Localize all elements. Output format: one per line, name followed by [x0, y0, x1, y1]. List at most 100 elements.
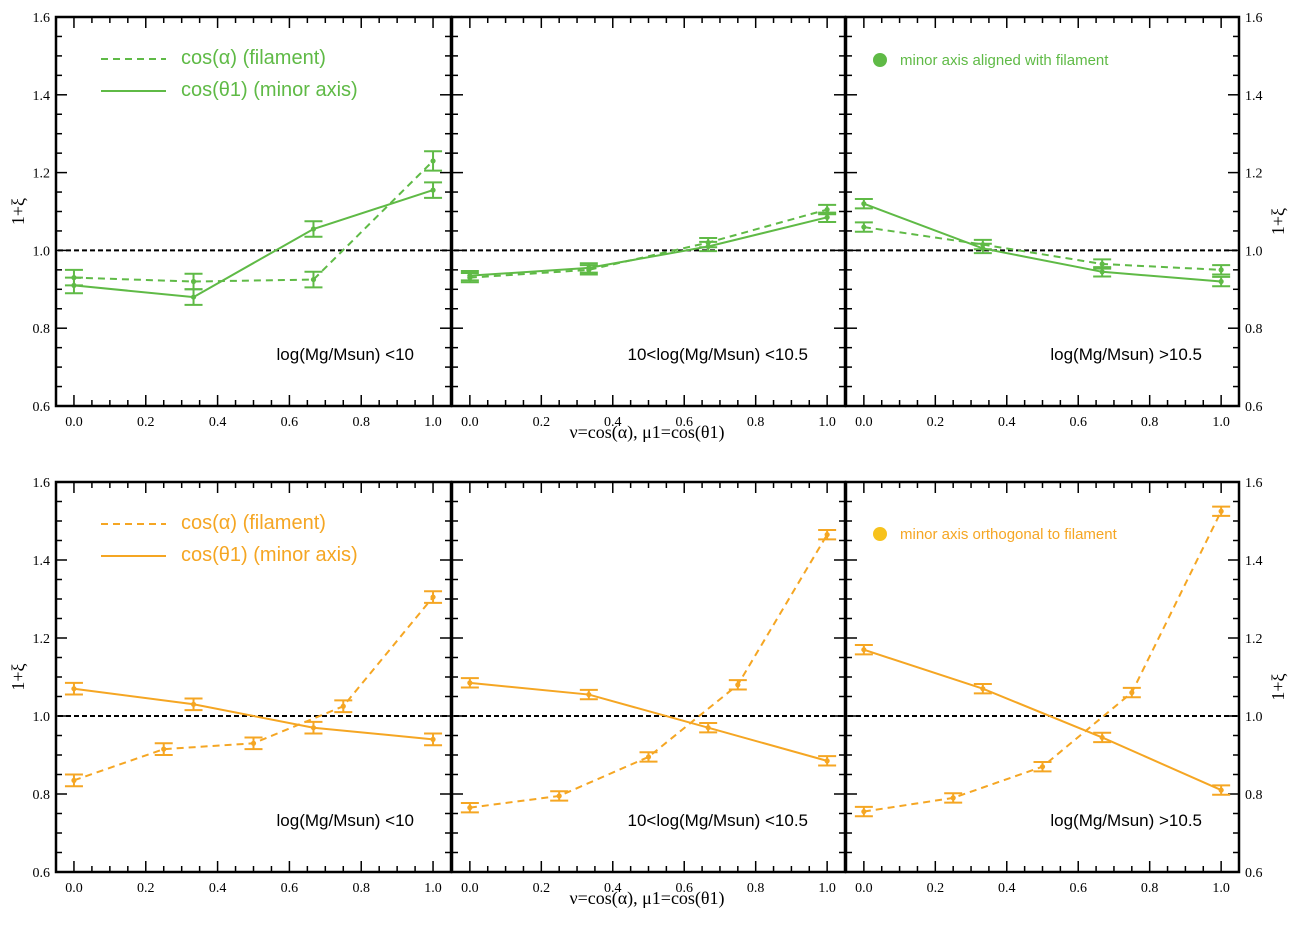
series-line-filament: [469, 208, 828, 279]
series-filament: [64, 150, 443, 291]
series-line-filament: [469, 534, 828, 809]
panel-r0-c0: 0.0 0.2 0.4 0.6 0.8 1.0 0.6 0.8 1.0 1.2 1.4 1.6 log(…: [33, 11, 453, 430]
panel-r0-c2: 0.0 0.2 0.4 0.6 0.8 1.0 0.6 0.8 1.0 1.2 1.4 1.6 log(…: [844, 11, 1263, 430]
x-tick-label: 0.6: [281, 881, 299, 896]
x-tick-label: 0.2: [137, 881, 155, 896]
data-point: [430, 158, 436, 164]
series-line-minor: [73, 189, 434, 299]
y-tick-label: 1.4: [33, 89, 51, 104]
data-point: [861, 808, 867, 815]
x-tick-label: 0.6: [281, 415, 299, 430]
x-tick-label: 1.0: [1212, 881, 1230, 896]
x-tick-label: 0.8: [747, 881, 765, 896]
legend: cos(α) (filament) cos(θ1) (minor axis): [101, 512, 358, 566]
y-tick-label: 1.6: [1245, 476, 1263, 491]
series-line-minor: [469, 216, 828, 277]
y-axis-label-right: 1+ξ: [1268, 673, 1288, 700]
y-tick-label: 1.6: [33, 476, 51, 491]
series-minor: [64, 181, 443, 306]
data-point: [824, 532, 830, 538]
y-tick-label: 0.8: [33, 322, 51, 337]
mass-bin-label: log(Mg/Msun) >10.5: [1050, 811, 1202, 830]
data-point: [824, 206, 830, 213]
data-point: [71, 777, 77, 783]
y-tick-label: 1.2: [33, 167, 51, 182]
x-tick-label: 0.4: [209, 881, 227, 896]
x-tick-label: 0.6: [1069, 881, 1087, 896]
data-point: [190, 294, 197, 300]
y-tick-label: 1.4: [33, 554, 51, 569]
data-point: [861, 224, 867, 230]
data-point: [161, 746, 167, 752]
alignment-note-text: minor axis orthogonal to filament: [900, 526, 1118, 543]
mass-bin-label: log(Mg/Msun) <10: [277, 811, 414, 830]
data-point: [190, 278, 197, 285]
data-point: [735, 682, 741, 688]
x-tick-label: 1.0: [818, 415, 836, 430]
y-tick-label: 1.4: [1245, 554, 1263, 569]
y-tick-label: 1.0: [33, 244, 51, 259]
x-tick-label: 0.0: [461, 415, 479, 430]
y-tick-label: 1.6: [1245, 11, 1263, 26]
panel-frame: [844, 480, 1241, 874]
y-tick-label: 1.4: [1245, 89, 1263, 104]
x-tick-label: 0.2: [533, 881, 551, 896]
y-tick-label: 1.2: [1245, 632, 1263, 647]
data-point: [1099, 269, 1105, 275]
x-tick-label: 0.6: [675, 415, 693, 430]
series-minor: [854, 644, 1231, 796]
panel-r1-c0: 0.0 0.2 0.4 0.6 0.8 1.0 0.6 0.8 1.0 1.2 1.4 1.6 log(…: [33, 476, 453, 896]
panel-r1-c2: 0.0 0.2 0.4 0.6 0.8 1.0 0.6 0.8 1.0 1.2 1.4 1.6 log(…: [844, 476, 1263, 896]
y-tick-label: 0.8: [1245, 788, 1263, 803]
mass-bin-label: log(Mg/Msun) >10.5: [1050, 345, 1202, 364]
marker-dot: [873, 53, 887, 67]
series-line-minor: [863, 648, 1222, 792]
x-tick-label: 0.0: [65, 415, 83, 430]
series-filament: [460, 203, 837, 284]
legend-label-filament: cos(α) (filament): [181, 512, 326, 534]
panel-r1-c1: 0.0 0.2 0.4 0.6 0.8 1.0 10<log(Mg/Msun) <10.5: [450, 480, 847, 896]
x-axis-label: ν=cos(α), μ1=cos(θ1): [569, 888, 724, 909]
x-tick-label: 0.2: [927, 415, 945, 430]
series-minor: [64, 681, 443, 747]
data-point: [1099, 261, 1105, 267]
alignment-note: minor axis orthogonal to filament: [873, 526, 1118, 543]
data-point: [467, 805, 473, 811]
panel-r0-c1: 0.0 0.2 0.4 0.6 0.8 1.0 10<log(Mg/Msun) <10.5: [450, 15, 847, 430]
series-line-minor: [469, 681, 828, 762]
series-line-filament: [73, 596, 434, 782]
mass-bin-label: 10<log(Mg/Msun) <10.5: [628, 811, 809, 830]
x-tick-label: 0.2: [137, 415, 155, 430]
legend-label-minor: cos(θ1) (minor axis): [181, 79, 358, 101]
x-tick-label: 0.4: [209, 415, 227, 430]
x-tick-label: 0.6: [675, 881, 693, 896]
data-point: [1218, 278, 1224, 285]
data-point: [71, 282, 77, 289]
alignment-note-text: minor axis aligned with filament: [900, 52, 1109, 69]
x-tick-label: 0.8: [1141, 415, 1159, 430]
data-point: [1218, 508, 1224, 514]
legend-label-filament: cos(α) (filament): [181, 47, 326, 69]
y-tick-label: 0.6: [33, 866, 51, 881]
series-filament: [64, 590, 443, 788]
x-tick-label: 0.2: [533, 415, 551, 430]
y-tick-label: 0.6: [33, 400, 51, 415]
x-tick-label: 0.6: [1069, 415, 1087, 430]
data-point: [645, 754, 652, 760]
data-point: [310, 725, 317, 731]
data-point: [250, 740, 257, 746]
data-point: [467, 680, 473, 686]
x-tick-label: 0.8: [747, 415, 765, 430]
y-tick-label: 0.8: [1245, 322, 1263, 337]
series-minor: [854, 198, 1231, 288]
y-tick-label: 1.0: [33, 710, 51, 725]
y-tick-label: 1.0: [1245, 244, 1263, 259]
y-axis-label-left: 1+ξ: [8, 198, 28, 225]
series-line-filament: [863, 226, 1222, 271]
data-point: [310, 226, 317, 232]
data-point: [861, 647, 867, 653]
panel-frame: [844, 15, 1241, 408]
x-tick-label: 0.2: [927, 881, 945, 896]
mass-bin-label: log(Mg/Msun) <10: [277, 345, 414, 364]
series-line-minor: [863, 202, 1222, 283]
